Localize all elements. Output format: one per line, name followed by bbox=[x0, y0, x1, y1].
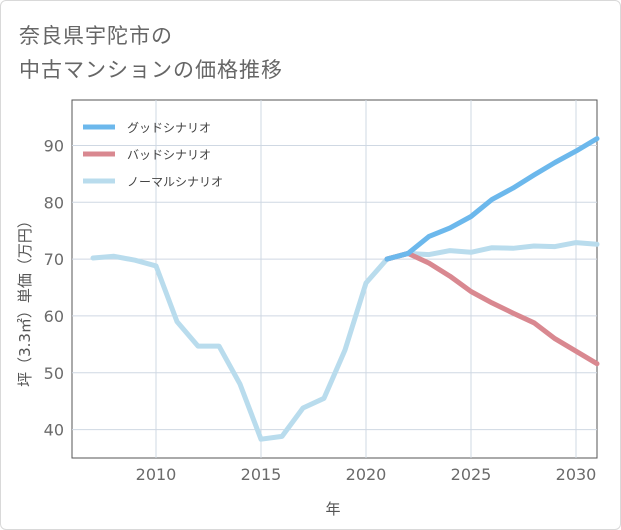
y-tick-label: 90 bbox=[44, 136, 64, 155]
series-line-1 bbox=[384, 136, 600, 262]
x-tick-label: 2025 bbox=[451, 465, 492, 484]
y-axis-label: 坪（3.3㎡）単価（万円） bbox=[16, 213, 34, 387]
legend-label: グッドシナリオ bbox=[127, 121, 211, 135]
chart-title: 奈良県宇陀市の 中古マンションの価格推移 bbox=[19, 19, 283, 87]
x-tick-label: 2020 bbox=[346, 465, 387, 484]
legend-label: ノーマルシナリオ bbox=[127, 175, 223, 189]
y-tick-label: 60 bbox=[44, 307, 64, 326]
y-tick-label: 50 bbox=[44, 364, 64, 383]
tick-labels: 2010 2015 2020 2025 2030 40 50 60 70 80 90 bbox=[44, 136, 597, 484]
chart-title-line-1: 奈良県宇陀市の bbox=[19, 24, 173, 48]
y-tick-label: 70 bbox=[44, 250, 64, 269]
x-tick-label: 2015 bbox=[241, 465, 282, 484]
grid-lines bbox=[72, 100, 597, 458]
x-tick-label: 2010 bbox=[136, 465, 177, 484]
legend-label: バッドシナリオ bbox=[127, 148, 211, 162]
series-layer bbox=[90, 136, 600, 442]
chart-title-line-2: 中古マンションの価格推移 bbox=[19, 58, 283, 82]
y-tick-label: 40 bbox=[44, 421, 64, 440]
series-line-2 bbox=[384, 250, 600, 367]
series-line-3 bbox=[90, 240, 600, 442]
x-tick-label: 2030 bbox=[556, 465, 597, 484]
y-tick-label: 80 bbox=[44, 193, 64, 212]
x-axis-label: 年 bbox=[325, 500, 340, 518]
